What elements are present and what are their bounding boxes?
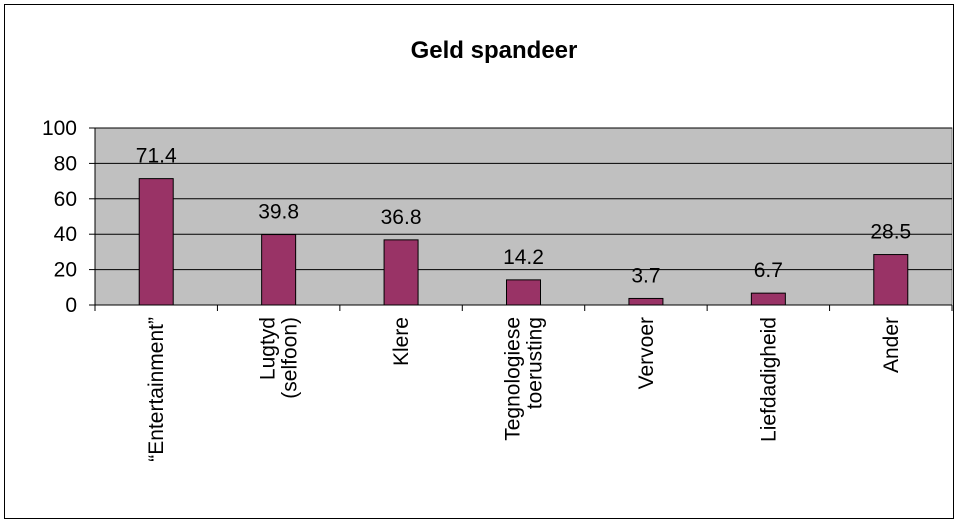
data-label: 36.8	[381, 206, 422, 229]
category-label: Lugtyd	[257, 317, 280, 380]
bar	[873, 254, 909, 306]
chart-title: Geld spandeer	[411, 37, 578, 64]
data-label: 71.4	[136, 145, 177, 168]
data-label: 6.7	[754, 259, 783, 282]
category-label: (selfoon)	[279, 317, 302, 399]
category-label: Tegnologiese	[502, 317, 525, 441]
bar	[261, 234, 297, 306]
category-label: Ander	[880, 317, 903, 373]
category-label: “Entertainment”	[145, 317, 168, 462]
category-label: toerusting	[524, 317, 547, 409]
y-tick-label: 0	[65, 294, 77, 317]
data-label: 28.5	[870, 221, 911, 244]
y-tick-label: 40	[54, 223, 77, 246]
bar	[506, 279, 541, 306]
bar	[383, 239, 419, 306]
y-tick-label: 20	[54, 259, 77, 282]
data-label: 39.8	[258, 201, 299, 224]
y-tick-label: 80	[54, 152, 77, 175]
bar	[750, 292, 786, 306]
category-label: Liefdadigheid	[757, 317, 780, 442]
y-tick-label: 100	[42, 117, 77, 140]
y-tick-label: 60	[54, 188, 77, 211]
data-label: 14.2	[503, 246, 544, 269]
bar	[138, 178, 174, 306]
category-label: Klere	[390, 317, 413, 366]
plot-area	[94, 127, 953, 306]
category-label: Vervoer	[635, 317, 658, 389]
data-label: 3.7	[631, 264, 660, 287]
bar	[628, 297, 664, 306]
